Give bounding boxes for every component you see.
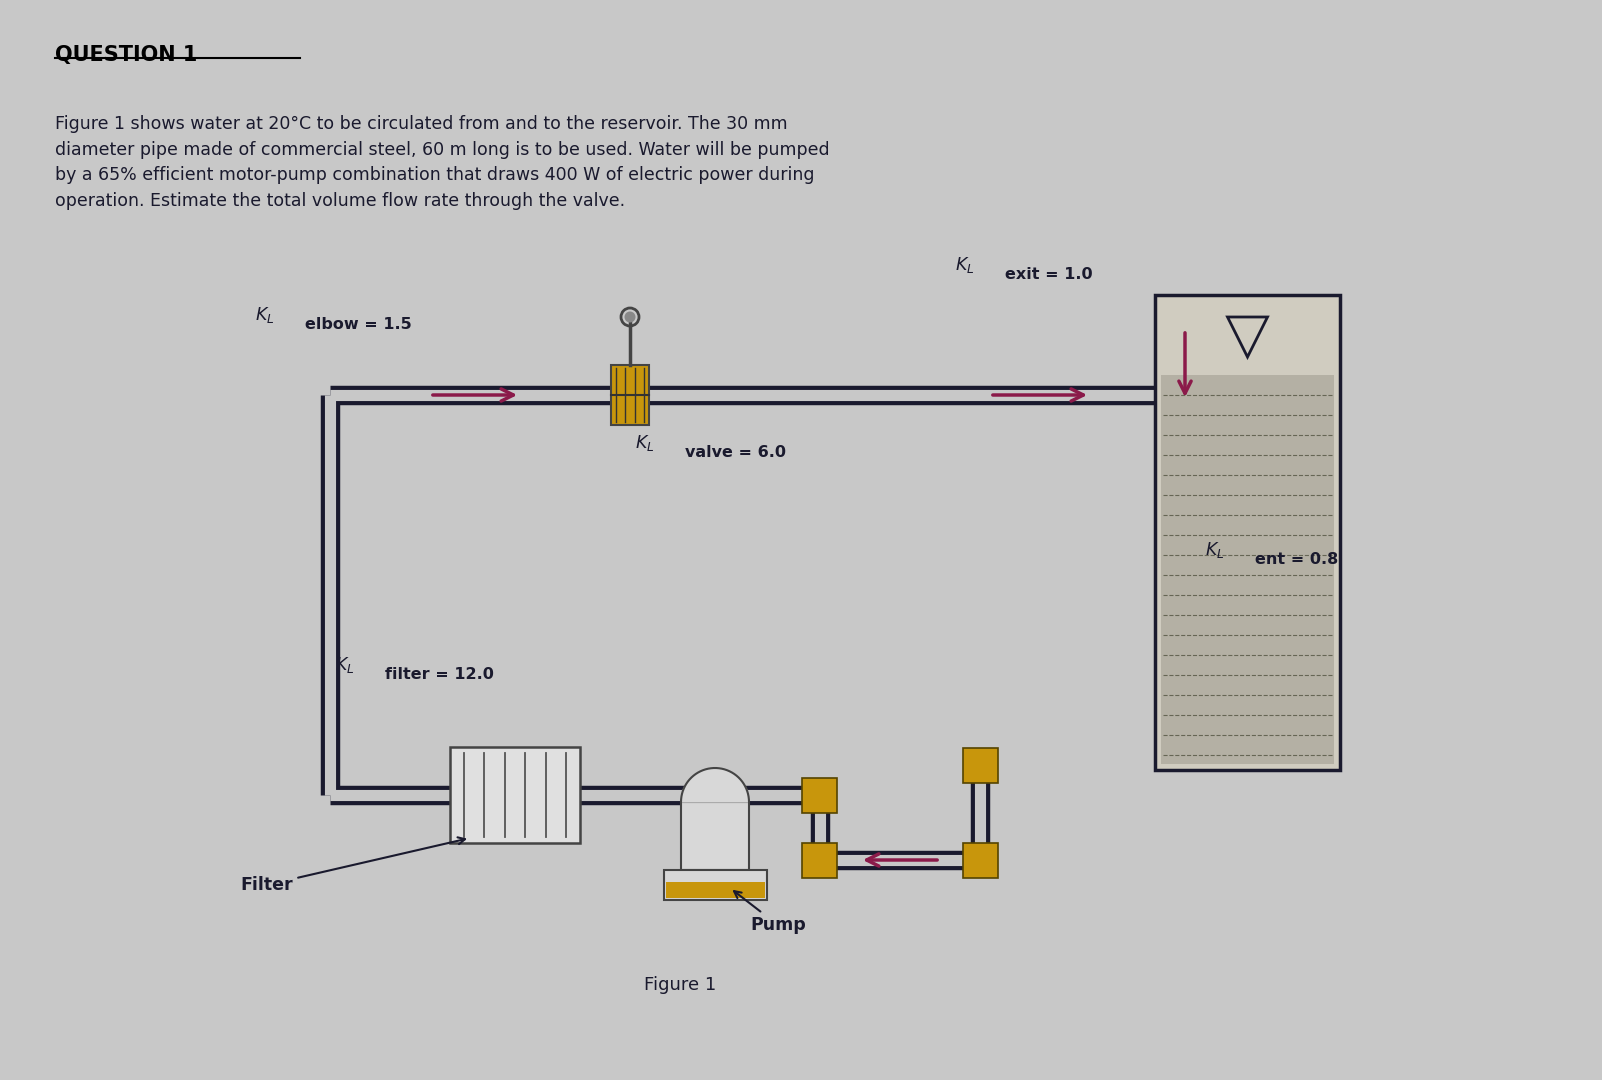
Text: filter = 12.0: filter = 12.0 [384,667,493,681]
Text: ent = 0.8: ent = 0.8 [1254,552,1338,567]
Text: Figure 1: Figure 1 [644,976,716,994]
Bar [663,870,766,900]
Bar [1155,295,1339,770]
Text: valve = 6.0: valve = 6.0 [686,445,787,460]
Polygon shape [681,768,750,802]
Text: $K_{L}$: $K_{L}$ [335,654,354,675]
Bar [610,365,649,426]
Text: Figure 1 shows water at 20°C to be circulated from and to the reservoir. The 30 : Figure 1 shows water at 20°C to be circu… [54,114,830,211]
Text: $K_{L}$: $K_{L}$ [634,433,655,453]
Bar [665,882,764,897]
Text: $K_{L}$: $K_{L}$ [1205,540,1224,561]
Bar [1161,375,1334,764]
Bar [963,842,998,877]
Text: Pump: Pump [734,891,806,934]
Bar [803,842,838,877]
Text: $K_{L}$: $K_{L}$ [955,255,974,275]
Circle shape [625,311,636,323]
Text: elbow = 1.5: elbow = 1.5 [304,318,412,332]
Bar [963,747,998,783]
Bar [681,802,750,870]
Bar [450,747,580,843]
Bar [803,778,838,812]
Text: exit = 1.0: exit = 1.0 [1004,267,1093,282]
Text: QUESTION 1: QUESTION 1 [54,45,197,65]
Text: $K_{L}$: $K_{L}$ [255,305,274,325]
Text: Filter: Filter [240,837,465,894]
